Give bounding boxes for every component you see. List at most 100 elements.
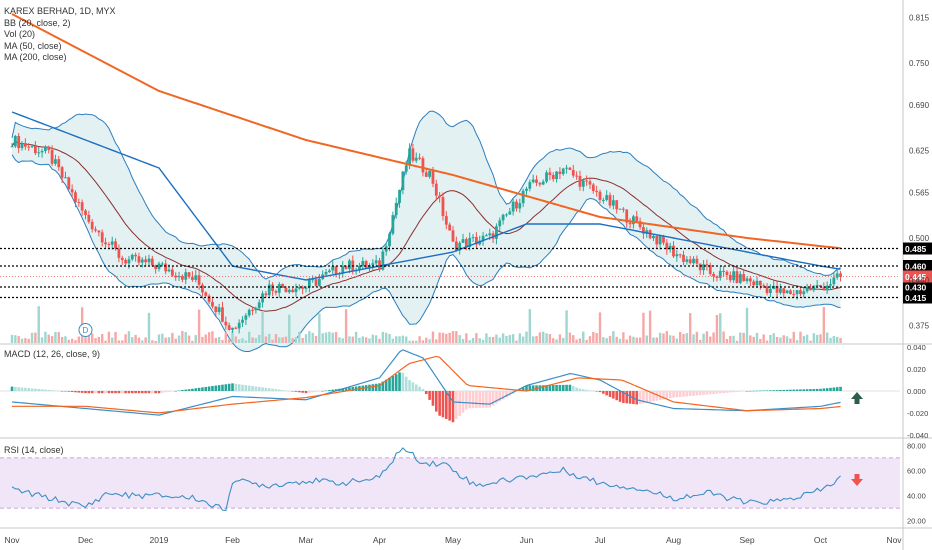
volume-bar [755, 332, 759, 343]
candle-body [588, 181, 592, 185]
volume-bar [431, 331, 435, 343]
volume-bar [765, 340, 769, 343]
volume-bar [572, 335, 575, 343]
macd-histogram-bar [642, 391, 645, 404]
rsi-axis-tick: 80.00 [907, 441, 926, 450]
candle-body [264, 293, 268, 296]
candle-body [317, 278, 321, 286]
volume-bar [662, 333, 665, 343]
volume-bar [70, 338, 74, 343]
macd-histogram-bar [311, 391, 314, 393]
macd-histogram-bar [795, 389, 799, 391]
volume-bar [10, 334, 14, 343]
macd-histogram-bar [568, 384, 572, 391]
volume-bar [628, 335, 632, 343]
candle-body [414, 157, 418, 161]
candle-body [755, 280, 759, 286]
volume-bar [742, 332, 745, 343]
volume-bar [825, 332, 829, 343]
macd-histogram-bar [187, 389, 191, 391]
macd-histogram-bar [455, 391, 458, 420]
macd-histogram-bar [755, 390, 759, 392]
macd-histogram-bar [775, 390, 779, 391]
macd-histogram-bar [201, 387, 204, 391]
volume-bar [284, 336, 288, 343]
macd-histogram-bar [217, 385, 221, 391]
candle-body [441, 197, 445, 217]
candle-body [444, 216, 448, 225]
candle-body [518, 203, 522, 209]
volume-bar [749, 335, 752, 343]
volume-bar [207, 332, 211, 343]
volume-bar [548, 334, 552, 343]
candle-body [117, 248, 121, 258]
volume-bar [388, 334, 391, 343]
volume-bar [131, 337, 134, 343]
macd-histogram-bar [398, 372, 401, 391]
candle-body [768, 288, 772, 294]
candle-body [575, 175, 579, 177]
volume-bar [555, 339, 558, 343]
macd-histogram-bar [545, 385, 548, 391]
volume-bar [405, 336, 408, 343]
time-axis-tick: Dec [78, 535, 94, 545]
volume-bar [689, 313, 692, 343]
candle-body [782, 288, 786, 294]
candle-body [54, 159, 57, 164]
candle-body [605, 195, 609, 200]
candle-body [464, 239, 468, 247]
candle-body [742, 274, 746, 282]
volume-bar [164, 337, 167, 343]
macd-histogram-bar [331, 389, 335, 391]
dividend-marker [78, 323, 93, 337]
candle-body [297, 287, 301, 289]
macd-histogram-bar [715, 391, 719, 394]
volume-bar [344, 309, 348, 343]
macd-histogram-bar [809, 389, 812, 391]
rsi-band [0, 457, 900, 509]
volume-bar [568, 332, 572, 343]
candle-body [695, 258, 699, 264]
candle-body [80, 202, 84, 211]
rsi-label: RSI (14, close) [4, 445, 64, 455]
macd-histogram-bar [94, 391, 97, 394]
macd-histogram-bar [14, 386, 17, 391]
candle-body [645, 230, 649, 234]
candle-body [130, 254, 134, 260]
volume-bar [478, 338, 481, 343]
volume-bar [20, 338, 24, 343]
macd-histogram-bar [47, 389, 51, 391]
macd-histogram-bar [54, 390, 57, 392]
ma50-line [11, 111, 841, 281]
candle-body [558, 171, 562, 174]
volume-bar [354, 331, 358, 343]
candle-body [164, 263, 168, 272]
macd-histogram-bar [177, 390, 181, 392]
volume-bar [585, 339, 588, 343]
macd-histogram-bar [334, 389, 338, 391]
macd-histogram-bar [571, 386, 575, 391]
macd-histogram-bar [448, 391, 451, 421]
macd-histogram-bar [87, 391, 91, 394]
candle-body [471, 237, 475, 239]
volume-bar [612, 331, 615, 343]
volume-bar [709, 336, 712, 343]
candle-body [528, 182, 532, 189]
candle-body [13, 135, 17, 147]
candle-body [785, 290, 789, 294]
volume-bar [441, 332, 445, 343]
candle-body [675, 254, 679, 257]
volume-bar [602, 337, 605, 343]
time-axis-tick: Nov [4, 535, 20, 545]
time-axis-tick: May [445, 535, 462, 545]
macd-histogram-bar [508, 391, 512, 396]
candle-body [127, 259, 131, 264]
candle-body [33, 146, 37, 154]
volume-bar [565, 310, 568, 343]
candle-body [485, 235, 488, 237]
volume-bar [401, 335, 405, 343]
volume-bar [792, 331, 795, 343]
candle-body [551, 175, 555, 180]
macd-histogram-bar [221, 384, 224, 391]
